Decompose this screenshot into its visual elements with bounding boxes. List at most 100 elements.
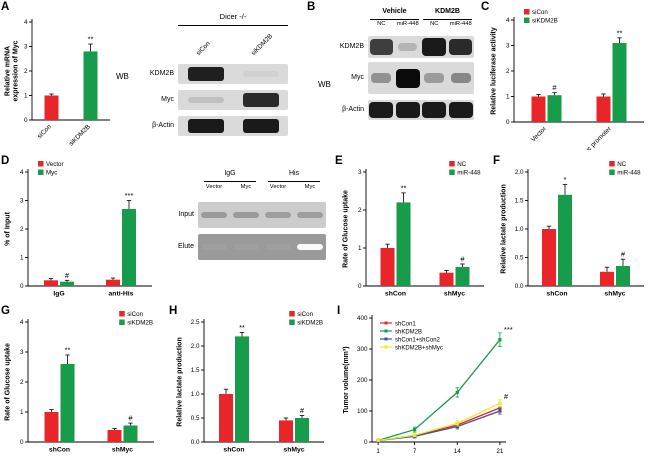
svg-text:shMyc: shMyc — [444, 291, 465, 298]
bars — [531, 37, 627, 122]
x-tick-labels: shCon shMyc — [223, 447, 304, 454]
svg-text:shMyc: shMyc — [283, 447, 304, 454]
svg-text:Relative mRNA: Relative mRNA — [5, 46, 12, 96]
gel-group-title: His — [288, 170, 300, 177]
gel-band — [265, 244, 291, 250]
wb-band — [395, 102, 420, 118]
svg-text:1.0: 1.0 — [515, 226, 524, 233]
svg-text:1.5: 1.5 — [515, 198, 524, 205]
wb-band — [242, 118, 279, 134]
gel-band — [233, 212, 259, 218]
wb-band — [448, 102, 473, 118]
bar-chart-svg: 0 1 2 3 4 Relative luciferase activity Vector M… — [491, 9, 644, 159]
y-axis: 0.0 0.5 1.0 1.5 2.0 Relative lactate producti… — [501, 169, 529, 290]
wb-band — [395, 68, 420, 88]
svg-text:Tumor volume(mm³): Tumor volume(mm³) — [343, 346, 350, 413]
wb-band — [242, 71, 279, 77]
panel-label-a: A — [1, 1, 10, 13]
wb-label: WB — [318, 80, 331, 89]
wb-group-title: Dicer -/- — [219, 12, 247, 21]
svg-text:1: 1 — [24, 93, 28, 100]
svg-text:0: 0 — [20, 283, 24, 290]
svg-text:21: 21 — [496, 448, 504, 455]
svg-text:4: 4 — [506, 17, 510, 24]
wb-band — [187, 118, 224, 134]
svg-text:siCon: siCon — [532, 9, 548, 16]
svg-text:4: 4 — [20, 169, 24, 176]
svg-text:Relative luciferase activity: Relative luciferase activity — [491, 27, 498, 115]
svg-text:Vector: Vector — [46, 161, 64, 168]
svg-text:1: 1 — [20, 255, 24, 262]
svg-text:Myc: Myc — [46, 170, 57, 177]
wb-band — [370, 39, 393, 55]
svg-text:siKDM2B: siKDM2B — [68, 123, 92, 146]
gel-lane-label: Vector — [269, 184, 287, 190]
wb-strip — [368, 62, 474, 94]
svg-text:shCon1+shCon2: shCon1+shCon2 — [395, 338, 441, 344]
wb-row-label: KDM2B — [149, 70, 174, 77]
wb-lane-label: miR-448 — [396, 21, 419, 27]
svg-text:0.0: 0.0 — [515, 283, 524, 290]
chart-glucose-uptake-sikdm2b: 0 1 2 3 4 Rate of Glucose uptake shCon shMyc ** #… — [2, 310, 158, 456]
svg-text:2: 2 — [24, 68, 28, 75]
svg-text:1: 1 — [506, 94, 510, 101]
svg-text:0.0: 0.0 — [191, 439, 200, 446]
svg-text:1.5: 1.5 — [191, 367, 200, 374]
svg-text:Relative lactate production: Relative lactate production — [177, 337, 184, 426]
svg-text:7: 7 — [413, 448, 417, 455]
bar-chart-svg: 0.0 0.5 1.0 1.5 2.0 Relative lactate producti… — [501, 161, 644, 298]
svg-text:Myc promoter: Myc promoter — [580, 125, 614, 150]
x-tick-labels: Vector Myc promoter — [530, 125, 614, 159]
significance-annotation: # — [128, 414, 133, 423]
y-axis: 0 1 2 3 4 Rate of Glucose uptake — [5, 319, 29, 446]
wb-label: WB — [116, 72, 129, 81]
gel-group-title: IgG — [224, 170, 236, 177]
chart-luciferase-activity: 0 1 2 3 4 Relative luciferase activity Vector M… — [488, 8, 648, 159]
significance-annotation: ** — [65, 346, 71, 355]
significance-annotation: ** — [401, 183, 407, 192]
svg-text:2.5: 2.5 — [191, 319, 200, 326]
gel-lane-label: Vector — [205, 184, 223, 190]
legend: NC miR-448 — [609, 161, 641, 177]
svg-text:miR-448: miR-448 — [617, 170, 641, 177]
svg-text:2: 2 — [20, 379, 24, 386]
wb-strip — [368, 36, 474, 58]
wb-band — [424, 73, 445, 83]
wb-group-underline — [370, 19, 419, 20]
svg-text:siKDM2B: siKDM2B — [297, 320, 323, 327]
x-tick-labels: siCon siKDM2B — [36, 123, 92, 147]
svg-text:Relative lactate production: Relative lactate production — [501, 184, 508, 273]
wb-strip — [368, 100, 474, 120]
svg-text:miR-448: miR-448 — [457, 170, 481, 177]
y-axis: 0 100 200 300 400 Tumor volume(mm³) — [343, 315, 373, 446]
svg-text:anti-His: anti-His — [109, 291, 134, 298]
wb-row-label: KDM2B — [339, 43, 364, 50]
bars — [44, 354, 138, 442]
wb-row-label: β-Actin — [152, 122, 174, 129]
panel-label-h: H — [169, 305, 178, 317]
significance-annotation: # — [460, 255, 465, 264]
panel-label-i: I — [337, 305, 341, 317]
significance-annotation: # — [504, 392, 509, 401]
gel-band — [233, 244, 259, 250]
gel-row-label: Input — [178, 211, 194, 218]
legend: siCon siKDM2B — [524, 9, 558, 25]
gel-band — [297, 244, 323, 250]
x-tick-labels: IgG anti-His — [53, 291, 133, 298]
bar-chart-svg: 0 1 2 3 Rate of Glucose uptake shCon shMyc ** # N… — [343, 161, 484, 298]
legend: siCon siKDM2B — [119, 311, 153, 327]
significance-annotation: # — [552, 83, 557, 92]
wb-band — [449, 38, 473, 56]
svg-text:siCon: siCon — [127, 311, 143, 318]
wb-group-title: KDM2B — [435, 8, 460, 15]
bar-chart-svg: 0 1 2 3 4 Rate of Glucose uptake shCon shMyc ** #… — [5, 311, 154, 454]
wb-band — [187, 96, 224, 104]
bar-chart-svg: 0.0 0.5 1.0 1.5 2.0 2.5 Relative lactate produ… — [177, 311, 324, 454]
wb-lane-label: siKDM2B — [249, 32, 274, 57]
svg-text:shCon: shCon — [385, 291, 406, 298]
legend: siCon siKDM2B — [289, 311, 323, 327]
wb-band — [187, 67, 224, 81]
wb-band — [398, 43, 418, 51]
svg-text:300: 300 — [357, 346, 368, 353]
